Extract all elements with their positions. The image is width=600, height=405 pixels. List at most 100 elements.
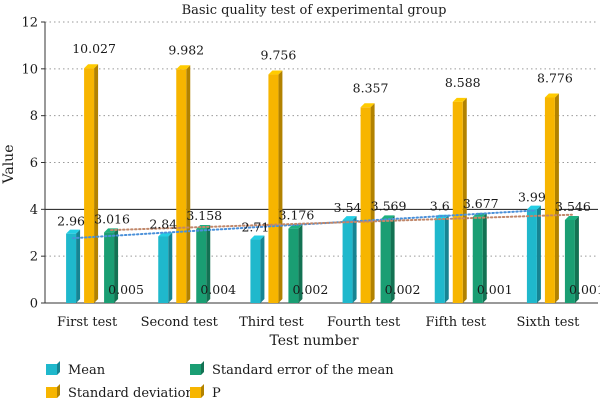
- legend: Mean Standard deviation Standard error of …: [46, 361, 394, 401]
- y-tick-label: 10: [21, 62, 38, 77]
- data-label: 2.96: [57, 214, 85, 229]
- legend-swatch-side: [57, 361, 60, 375]
- x-tick-label: First test: [57, 315, 118, 330]
- bar: [158, 232, 173, 303]
- bar-top: [342, 216, 357, 221]
- data-label: 0.001: [569, 282, 600, 297]
- data-label: 8.776: [537, 70, 573, 85]
- data-labels: 2.96 2.84 2.71 3.54 3.6 3.99 10.027 9.982 9.756 8…: [57, 41, 600, 297]
- bar-side: [554, 93, 559, 303]
- data-label: 0.005: [108, 282, 144, 297]
- legend-label: Mean: [68, 363, 106, 378]
- y-tick-label: 6: [30, 156, 38, 171]
- bar-top: [176, 65, 191, 70]
- legend-swatch: [190, 364, 201, 375]
- bar-face: [196, 229, 207, 303]
- x-tick-label: Sixth test: [516, 315, 580, 330]
- bar: [472, 212, 487, 303]
- bar-face: [526, 209, 537, 303]
- data-label: 9.982: [168, 42, 204, 57]
- bar-face: [288, 228, 299, 303]
- trendlines: [72, 209, 573, 240]
- legend-label: P: [212, 386, 221, 401]
- bar: [342, 216, 357, 303]
- data-label: 3.677: [463, 196, 499, 211]
- data-label: 0.002: [385, 282, 421, 297]
- data-label: 2.71: [241, 220, 269, 235]
- bar-side: [206, 225, 211, 303]
- bar-face: [564, 219, 575, 303]
- legend-swatch: [190, 387, 201, 398]
- legend-item: Standard deviation: [46, 384, 194, 401]
- x-axis-title: Test number: [269, 333, 358, 349]
- data-label: 2.84: [149, 216, 177, 231]
- bar-face: [176, 69, 187, 303]
- bar-side: [444, 214, 449, 303]
- data-label: 0.004: [200, 282, 236, 297]
- chart-title: Basic quality test of experimental group: [182, 3, 447, 18]
- bar-top: [380, 215, 395, 220]
- bar: [268, 70, 283, 303]
- data-label: 3.99: [518, 190, 546, 205]
- bar-face: [380, 219, 391, 303]
- x-tick-label: Second test: [141, 315, 219, 330]
- legend-swatch-side: [57, 384, 60, 398]
- bar-side: [260, 235, 265, 303]
- bar-face: [472, 216, 483, 303]
- bar-side: [76, 229, 81, 303]
- bar-side: [168, 232, 173, 303]
- bar-side: [278, 70, 283, 303]
- bar-top: [84, 64, 99, 69]
- data-label: 8.588: [445, 75, 481, 90]
- trendline: [72, 209, 535, 240]
- legend-swatch-side: [201, 361, 204, 375]
- y-tick-label: 2: [30, 250, 38, 265]
- bar-side: [94, 64, 99, 303]
- legend-swatch: [46, 364, 57, 375]
- bar-top: [66, 229, 81, 234]
- x-axis-ticks: First test Second test Third test Fourth te…: [57, 315, 580, 330]
- bar-side: [536, 205, 541, 303]
- data-label: 9.756: [261, 48, 297, 63]
- bar-face: [360, 107, 371, 303]
- axes: [44, 22, 598, 304]
- bar-side: [186, 65, 191, 303]
- legend-swatch: [46, 387, 57, 398]
- data-label: 10.027: [72, 41, 116, 56]
- bar: [84, 64, 99, 303]
- legend-item: Standard error of the mean: [190, 361, 394, 378]
- bar-face: [544, 97, 555, 303]
- bar: [250, 235, 265, 303]
- bar-side: [462, 97, 467, 303]
- bar-face: [342, 220, 353, 303]
- bar: [526, 205, 541, 303]
- data-label: 3.016: [94, 211, 130, 226]
- legend-swatch-side: [201, 384, 204, 398]
- y-tick-label: 8: [30, 109, 38, 124]
- y-tick-label: 0: [30, 297, 38, 312]
- bar-side: [390, 215, 395, 303]
- y-tick-label: 12: [21, 16, 38, 31]
- bar: [544, 93, 559, 303]
- data-label: 0.002: [293, 282, 329, 297]
- data-label: 3.158: [186, 208, 222, 223]
- bar-face: [434, 218, 445, 303]
- bar-side: [482, 212, 487, 303]
- bar-top: [250, 235, 265, 240]
- bar-top: [360, 103, 375, 108]
- bar-top: [544, 93, 559, 98]
- bars: [66, 64, 579, 303]
- y-axis-ticks: 0 2 4 6 8 10 12: [21, 16, 45, 312]
- bar-top: [268, 70, 283, 75]
- data-label: 3.546: [555, 199, 591, 214]
- bar-top: [452, 97, 467, 102]
- bar: [176, 65, 191, 303]
- legend-label: Standard deviation: [68, 386, 194, 401]
- data-label: 3.176: [279, 208, 315, 223]
- bar: [434, 214, 449, 303]
- bar: [360, 103, 375, 303]
- bar-side: [352, 216, 357, 303]
- legend-item: P: [190, 384, 221, 401]
- bar-top: [526, 205, 541, 210]
